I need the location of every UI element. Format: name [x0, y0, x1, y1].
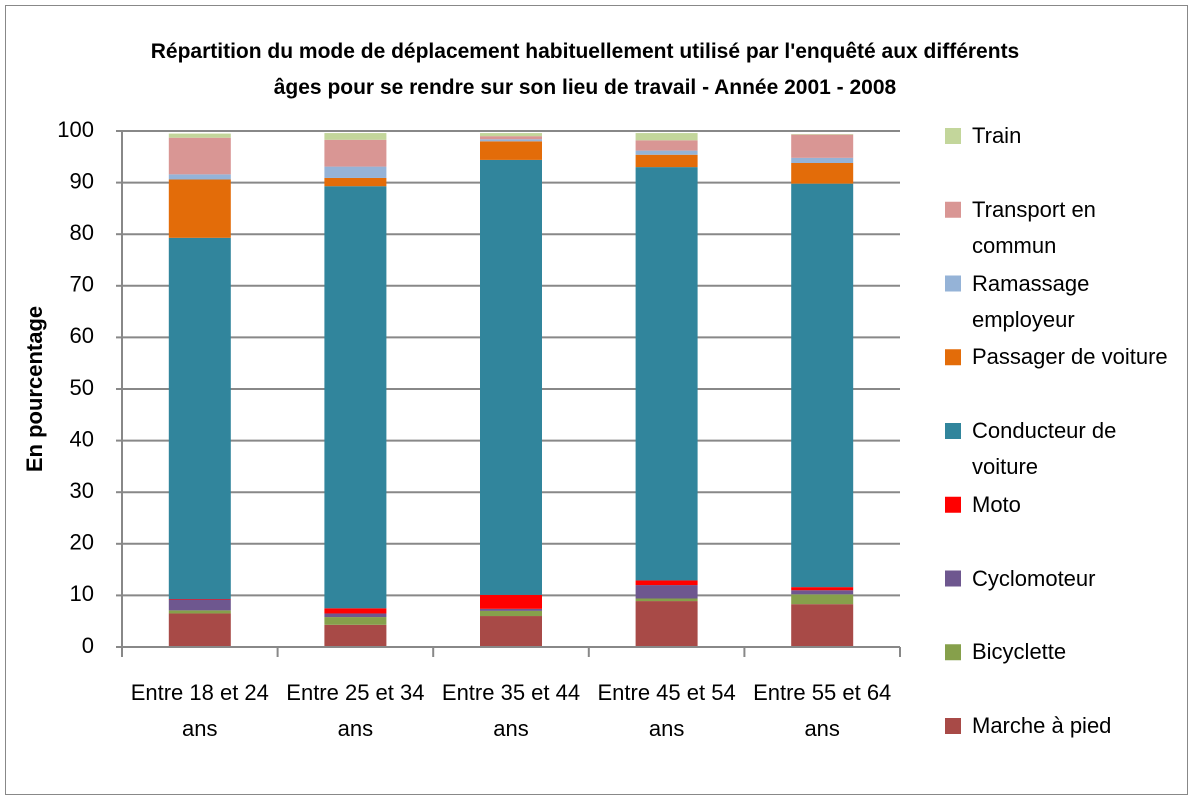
legend-label: Conducteur de voiture	[972, 418, 1117, 479]
bar-segment	[480, 133, 542, 137]
bar-segment	[480, 159, 542, 595]
bar-segment	[168, 237, 231, 600]
bar-segment	[635, 154, 698, 168]
bar-segment	[791, 162, 854, 184]
chart-border	[5, 5, 1188, 795]
bar-segment	[480, 608, 542, 611]
bar-segment	[168, 613, 231, 647]
bar-segment	[480, 139, 542, 142]
bar-segment	[324, 608, 387, 614]
bar-segment	[635, 598, 698, 602]
y-tick-label: 80	[70, 220, 94, 245]
legend-swatch	[945, 201, 961, 218]
bar-segment	[168, 599, 231, 611]
x-tick-label: Entre 45 et 54 ans	[597, 680, 736, 741]
y-tick-label: 100	[57, 117, 94, 142]
y-tick-label: 60	[70, 323, 94, 348]
legend-swatch	[945, 718, 961, 734]
bar-segment	[635, 140, 698, 151]
bar-segment	[168, 133, 231, 138]
bar-segment	[480, 616, 542, 647]
x-tick-label: Entre 55 et 64 ans	[753, 680, 892, 741]
y-tick-label: 50	[70, 375, 94, 400]
legend-swatch	[945, 275, 961, 292]
y-axis-label: En pourcentage	[22, 306, 47, 472]
bar-segment	[168, 174, 231, 180]
legend-label: Moto	[972, 491, 1021, 517]
y-tick-label: 20	[70, 530, 94, 555]
bar-segment	[324, 166, 387, 178]
legend-label: Bicyclette	[972, 639, 1067, 665]
bar-segment	[635, 601, 698, 647]
legend-label: Transport en commun	[972, 196, 1096, 258]
y-tick-label: 40	[70, 426, 94, 451]
bar-segment	[635, 133, 698, 141]
bar-segment	[791, 594, 854, 605]
bar-segment	[791, 157, 854, 163]
legend-swatch	[945, 644, 961, 661]
bar-segment	[480, 141, 542, 160]
bar-segment	[791, 134, 854, 158]
bar-segment	[324, 133, 387, 140]
y-tick-label: 70	[70, 272, 94, 297]
bar-segment	[635, 580, 698, 586]
bar-segment	[324, 177, 387, 187]
bar-segment	[635, 585, 698, 599]
bar-segment	[791, 134, 854, 135]
legend-swatch	[945, 423, 961, 439]
bar-segment	[324, 617, 387, 625]
bar-segment	[791, 183, 854, 588]
legend-swatch	[945, 570, 961, 587]
legend-swatch	[945, 128, 961, 144]
legend-label: Cyclomoteur	[972, 565, 1096, 591]
bar-segment	[480, 136, 542, 140]
legend-label: Ramassage employeur	[972, 270, 1090, 332]
legend-label: Train	[972, 123, 1022, 148]
x-tick-label: Entre 35 et 44 ans	[441, 680, 581, 741]
legend-swatch	[945, 349, 961, 366]
bar-segment	[324, 624, 387, 647]
bar-segment	[635, 167, 698, 581]
bar-segment	[791, 590, 854, 595]
legend-label: Marche à pied	[972, 713, 1112, 738]
bar-segment	[324, 613, 387, 618]
bar-segment	[324, 139, 387, 167]
bar-segment	[480, 610, 542, 617]
y-tick-label: 0	[82, 633, 94, 658]
y-tick-label: 90	[70, 168, 94, 193]
bar-segment	[168, 137, 231, 175]
legend-label: Passager de voiture	[972, 344, 1168, 370]
bar-segment	[168, 599, 231, 600]
bar-segment	[791, 604, 854, 647]
chart-title: Répartition du mode de déplacement habit…	[150, 40, 1020, 99]
bar-segment	[635, 150, 698, 155]
bar-segment	[791, 587, 854, 591]
x-tick-label: Entre 18 et 24 ans	[130, 680, 269, 741]
legend-swatch	[945, 496, 961, 513]
x-tick-label: Entre 25 et 34 ans	[286, 680, 425, 741]
y-tick-label: 10	[70, 581, 94, 606]
bar-segment	[480, 594, 542, 609]
bar-segment	[168, 610, 231, 614]
y-tick-label: 30	[70, 478, 94, 503]
bar-segment	[168, 179, 231, 238]
bar-segment	[324, 186, 387, 609]
